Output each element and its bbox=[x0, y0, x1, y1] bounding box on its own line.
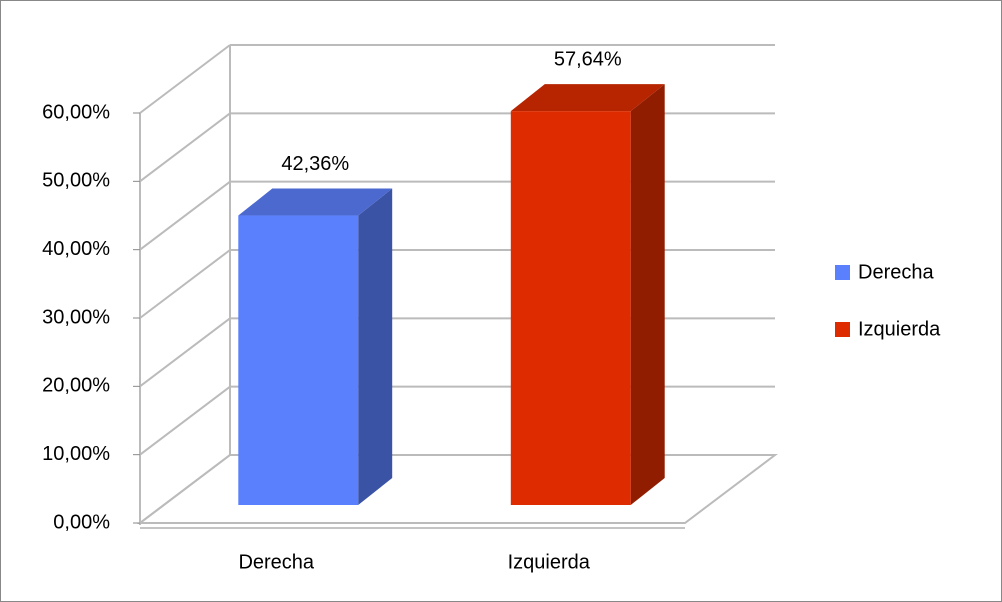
legend-swatch bbox=[835, 322, 850, 337]
y-tick-label: 20,00% bbox=[42, 375, 110, 397]
grid-line bbox=[139, 44, 231, 114]
bar-top bbox=[510, 84, 665, 112]
legend-label: Izquierda bbox=[858, 318, 941, 340]
grid-line bbox=[139, 180, 231, 251]
y-tick-label: 50,00% bbox=[42, 170, 110, 192]
grid-line bbox=[139, 249, 231, 319]
legend-label: Derecha bbox=[858, 261, 934, 283]
grid-line bbox=[139, 385, 231, 456]
grid-line bbox=[139, 454, 231, 524]
data-label: 42,36% bbox=[281, 153, 349, 175]
x-tick-label: Derecha bbox=[238, 551, 314, 573]
grid-line bbox=[139, 317, 231, 388]
bar bbox=[238, 215, 359, 506]
grid-line bbox=[139, 112, 231, 183]
legend-swatch bbox=[835, 265, 850, 280]
y-tick-label: 30,00% bbox=[42, 306, 110, 328]
y-tick-label: 0,00% bbox=[53, 511, 110, 533]
bar-side bbox=[630, 84, 665, 506]
data-label: 57,64% bbox=[554, 48, 622, 70]
y-tick-label: 60,00% bbox=[42, 101, 110, 123]
bar bbox=[510, 111, 631, 506]
y-tick-label: 10,00% bbox=[42, 443, 110, 465]
x-tick-label: Izquierda bbox=[508, 551, 591, 573]
bar-side bbox=[358, 188, 393, 506]
bar-top bbox=[238, 188, 393, 216]
y-tick-label: 40,00% bbox=[42, 238, 110, 260]
